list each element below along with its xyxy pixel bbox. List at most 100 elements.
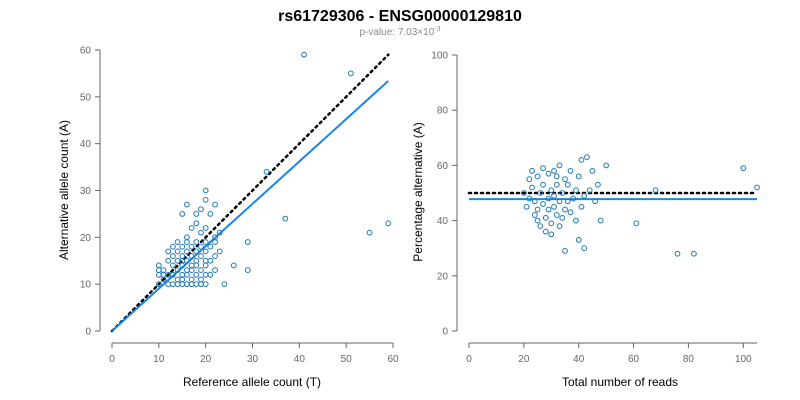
data-point: [193, 271, 200, 278]
x-tick-label: 100: [735, 354, 752, 365]
data-point: [573, 217, 579, 224]
data-point: [202, 262, 209, 269]
data-point: [221, 281, 228, 288]
data-point: [603, 162, 610, 169]
data-point: [174, 248, 181, 255]
data-point: [551, 192, 557, 199]
data-point: [564, 181, 571, 188]
data-point: [578, 156, 585, 163]
data-point: [202, 196, 209, 203]
data-point: [193, 220, 200, 227]
x-tick-label: 50: [341, 354, 353, 365]
data-point: [282, 215, 289, 222]
data-point: [595, 181, 601, 188]
data-point: [633, 220, 640, 227]
data-point: [570, 195, 577, 202]
fitted-line: [111, 80, 389, 332]
data-point: [188, 267, 195, 274]
data-point: [165, 248, 172, 255]
data-point: [202, 271, 209, 278]
data-point: [581, 192, 588, 199]
data-point: [202, 239, 209, 245]
data-point: [174, 239, 181, 245]
data-point: [347, 70, 354, 77]
data-point: [174, 267, 181, 274]
data-point: [184, 271, 190, 278]
x-tick-label: 20: [518, 354, 530, 365]
data-point: [740, 165, 747, 172]
data-point: [169, 271, 176, 278]
y-tick-label: 0: [442, 327, 448, 338]
x-tick-label: 40: [573, 354, 585, 365]
data-point: [551, 203, 557, 210]
data-point: [575, 237, 582, 243]
data-point: [534, 206, 541, 213]
data-point: [184, 248, 190, 255]
data-point: [562, 176, 568, 183]
data-point: [529, 168, 535, 174]
data-point: [193, 211, 200, 217]
data-point: [559, 214, 566, 221]
data-point: [165, 281, 172, 288]
data-point: [534, 173, 541, 180]
x-tick-label: 20: [200, 354, 212, 365]
data-point: [529, 184, 535, 191]
data-point: [542, 214, 549, 221]
data-point: [188, 262, 195, 269]
data-point: [174, 276, 181, 283]
data-point: [198, 276, 204, 283]
data-point: [184, 234, 190, 241]
data-point: [198, 206, 204, 213]
data-point: [198, 243, 204, 250]
data-point: [586, 187, 593, 194]
y-tick-label: 20: [437, 271, 449, 282]
scatter-panel-allele-counts: 0 10 20 30 40 50 60 0 10 20 30 40 50 60 Reference al…: [57, 46, 399, 390]
data-point: [674, 250, 681, 257]
data-point: [212, 253, 218, 259]
data-point: [198, 267, 204, 274]
data-point: [188, 225, 195, 231]
data-point: [592, 198, 599, 205]
data-point: [188, 276, 195, 283]
data-point: [540, 165, 546, 172]
data-point: [216, 248, 223, 255]
data-point: [556, 162, 563, 169]
data-point: [155, 281, 162, 288]
data-point: [244, 239, 251, 245]
data-point: [184, 257, 190, 264]
data-points: [520, 154, 760, 257]
data-point: [179, 276, 186, 283]
identity-reference-line: [110, 53, 390, 333]
data-point: [155, 267, 162, 274]
data-point: [564, 198, 571, 205]
data-point: [193, 239, 200, 245]
data-point: [526, 176, 533, 183]
data-point: [212, 201, 218, 208]
y-tick-label: 60: [80, 46, 92, 57]
data-point: [545, 170, 552, 177]
data-point: [184, 267, 190, 274]
data-point: [179, 271, 186, 278]
data-point: [537, 190, 544, 196]
x-tick-label: 0: [109, 354, 115, 365]
data-point: [754, 184, 760, 191]
data-point: [165, 257, 172, 264]
data-point: [597, 217, 604, 224]
chart-title: rs61729306 - ENSG00000129810: [278, 8, 522, 25]
x-axis-ticks: 0 10 20 30 40 50 60: [109, 343, 399, 365]
data-point: [184, 281, 190, 288]
data-point: [207, 243, 214, 250]
y-tick-label: 50: [80, 92, 92, 103]
y-tick-label: 0: [85, 327, 91, 338]
data-point: [553, 173, 560, 180]
y-axis-label: Alternative allele count (A): [57, 120, 71, 260]
data-point: [155, 271, 162, 278]
data-point: [537, 223, 544, 230]
data-point: [540, 201, 546, 207]
data-point: [567, 168, 574, 174]
y-tick-label: 40: [437, 216, 449, 227]
x-tick-label: 40: [294, 354, 306, 365]
p-value-label: p-value: 7.03×10: [359, 27, 434, 38]
data-point: [584, 154, 590, 161]
